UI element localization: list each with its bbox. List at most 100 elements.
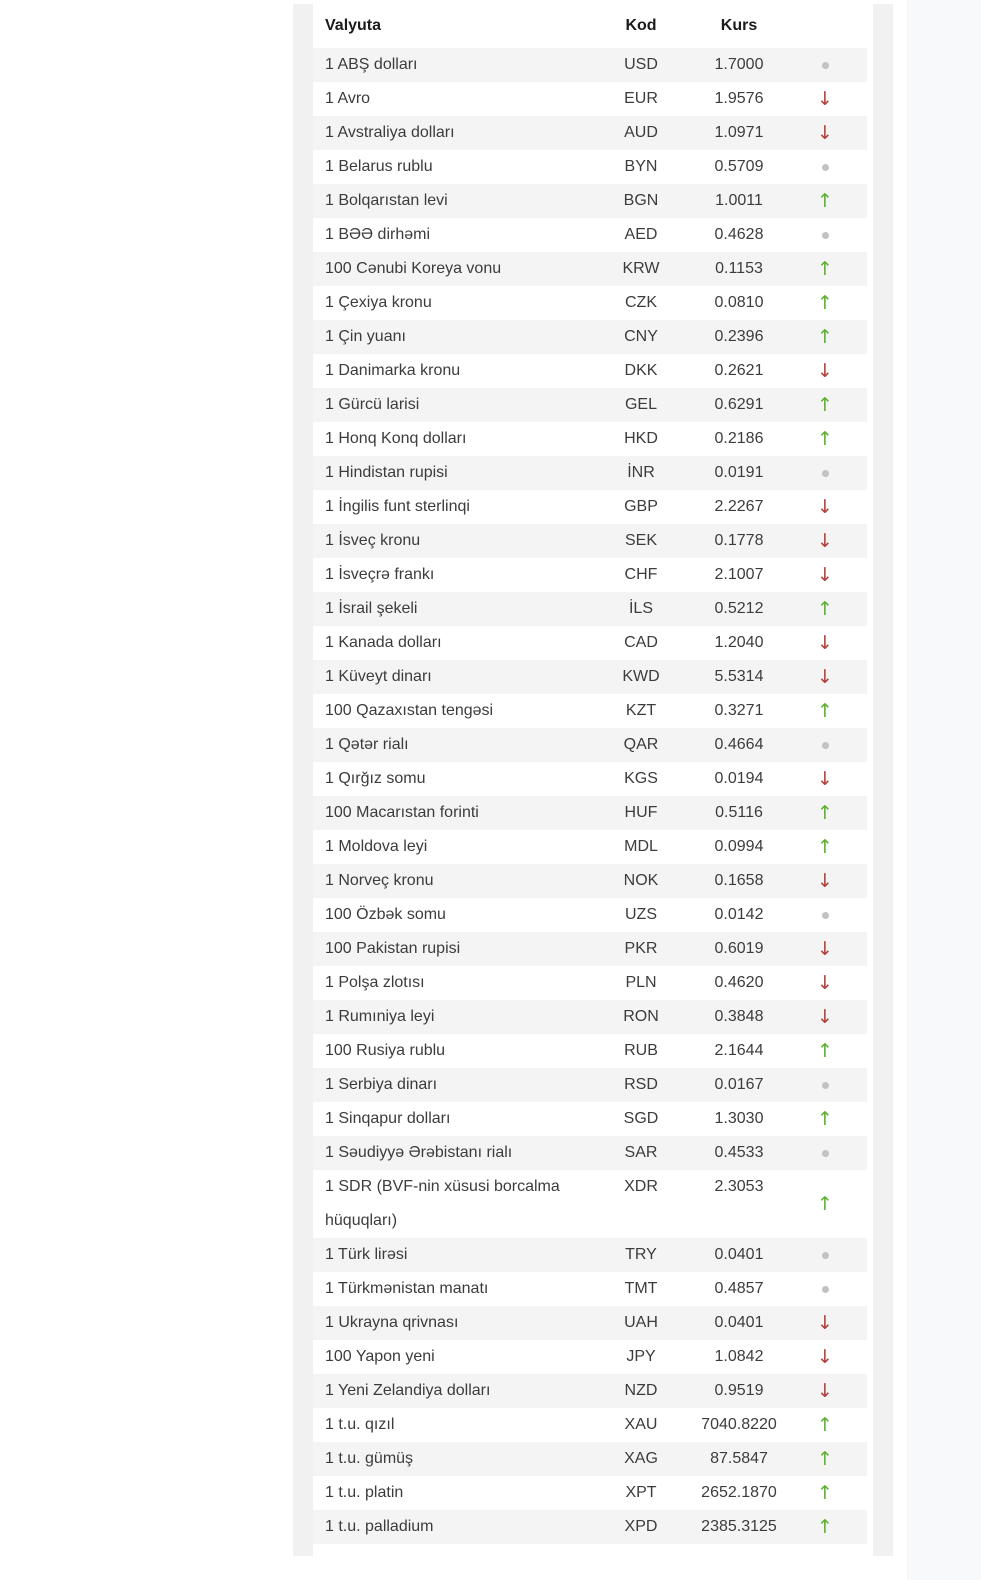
trend-flat-icon: [821, 61, 829, 69]
table-row: 100 Macarıstan forinti HUF 0.5116 ↑: [313, 796, 867, 830]
table-row: 1 Səudiyyə Ərəbistanı rialı SAR 0.4533: [313, 1136, 867, 1170]
table-row: 1 Ukrayna qrivnası UAH 0.0401 ↓: [313, 1306, 867, 1340]
trend-cell: ↑: [797, 422, 853, 456]
trend-up-icon: ↑: [817, 427, 833, 450]
currency-rate: 87.5847: [710, 1450, 768, 1467]
currency-rate: 5.5314: [714, 668, 764, 685]
trend-cell: ↑: [797, 184, 853, 218]
trend-up-icon: ↑: [817, 291, 833, 314]
trend-down-icon: ↓: [817, 937, 833, 960]
trend-flat-icon: [821, 741, 829, 749]
currency-name: 1 Çin yuanı: [325, 328, 406, 345]
table-row: 1 Çexiya kronu CZK 0.0810 ↑: [313, 286, 867, 320]
table-row: 1 İsveçrə frankı CHF 2.1007 ↓: [313, 558, 867, 592]
table-row: 100 Özbək somu UZS 0.0142: [313, 898, 867, 932]
trend-cell: ↑: [797, 320, 853, 354]
trend-down-icon: ↓: [817, 121, 833, 144]
currency-code: SGD: [623, 1110, 659, 1127]
currency-rate: 2.2267: [714, 498, 764, 515]
currency-code: TMT: [624, 1280, 658, 1297]
trend-flat-icon: [821, 231, 829, 239]
table-row: 1 ABŞ dolları USD 1.7000: [313, 48, 867, 82]
currency-rate: 0.0994: [714, 838, 764, 855]
trend-cell: ↑: [797, 592, 853, 626]
trend-cell: ↑: [797, 1034, 853, 1068]
currency-name: 1 Türkmənistan manatı: [325, 1280, 489, 1297]
table-row: 1 Avstraliya dolları AUD 1.0971 ↓: [313, 116, 867, 150]
currency-name: 100 Cənubi Koreya vonu: [325, 260, 502, 277]
trend-cell: ↓: [797, 354, 853, 388]
currency-code: CNY: [624, 328, 658, 345]
trend-cell: ↓: [797, 966, 853, 1000]
currency-name: 1 Qırğız somu: [325, 770, 426, 787]
table-row: 100 Qazaxıstan tengəsi KZT 0.3271 ↑: [313, 694, 867, 728]
currency-rate: 0.4628: [714, 226, 764, 243]
currency-code: RSD: [624, 1076, 658, 1093]
trend-down-icon: ↓: [817, 359, 833, 382]
currency-name: 1 İsveçrə frankı: [325, 566, 435, 583]
trend-cell: ↑: [797, 694, 853, 728]
column-header-trend: [797, 4, 853, 48]
right-background-panel: [907, 0, 981, 1580]
currency-name: 1 ABŞ dolları: [325, 56, 418, 73]
trend-cell: [797, 1068, 853, 1102]
currency-rate: 0.1658: [714, 872, 764, 889]
table-row: 1 Hindistan rupisi İNR 0.0191: [313, 456, 867, 490]
table-row: 1 SDR (BVF-nin xüsusi borcalma hüquqları…: [313, 1170, 867, 1238]
currency-code: UZS: [625, 906, 657, 923]
currency-name: 100 Pakistan rupisi: [325, 940, 461, 957]
currency-name: 1 t.u. platin: [325, 1484, 404, 1501]
currency-rate: 0.6019: [714, 940, 764, 957]
currency-name: 1 Moldova leyi: [325, 838, 428, 855]
trend-cell: ↑: [797, 1442, 853, 1476]
currency-name: 1 Küveyt dinarı: [325, 668, 432, 685]
table-row: 1 Küveyt dinarı KWD 5.5314 ↓: [313, 660, 867, 694]
table-row: 1 Qırğız somu KGS 0.0194 ↓: [313, 762, 867, 796]
currency-name: 1 Danimarka kronu: [325, 362, 461, 379]
table-row: 1 Qətər rialı QAR 0.4664: [313, 728, 867, 762]
trend-flat-icon: [821, 911, 829, 919]
trend-down-icon: ↓: [817, 1345, 833, 1368]
table-row: 1 Rumıniya leyi RON 0.3848 ↓: [313, 1000, 867, 1034]
currency-code: AUD: [624, 124, 658, 141]
currency-code: HKD: [624, 430, 658, 447]
table-row: 1 t.u. platin XPT 2652.1870 ↑: [313, 1476, 867, 1510]
table-row: 1 Polşa zlotısı PLN 0.4620 ↓: [313, 966, 867, 1000]
currency-name: 1 Avstraliya dolları: [325, 124, 455, 141]
trend-down-icon: ↓: [817, 767, 833, 790]
currency-name: 1 Çexiya kronu: [325, 294, 432, 311]
currency-rate: 2.1644: [714, 1042, 764, 1059]
table-row: 1 Türk lirəsi TRY 0.0401: [313, 1238, 867, 1272]
currency-code: BGN: [623, 192, 659, 209]
currency-rate: 0.4664: [714, 736, 764, 753]
currency-name: 1 İsrail şekeli: [325, 600, 418, 617]
trend-cell: ↓: [797, 116, 853, 150]
column-header-code: Kod: [625, 17, 657, 34]
currency-code: EUR: [624, 90, 658, 107]
currency-name: 1 SDR (BVF-nin xüsusi borcalma hüquqları…: [325, 1178, 560, 1229]
trend-down-icon: ↓: [817, 529, 833, 552]
currency-name: 1 Honq Konq dolları: [325, 430, 467, 447]
trend-down-icon: ↓: [817, 1311, 833, 1334]
currency-rate: 0.0401: [714, 1246, 764, 1263]
trend-flat-icon: [821, 1081, 829, 1089]
currency-rate: 0.4620: [714, 974, 764, 991]
trend-cell: ↑: [797, 1408, 853, 1442]
table-row: 1 Bolqarıstan levi BGN 1.0011 ↑: [313, 184, 867, 218]
currency-code: İLS: [628, 600, 653, 617]
currency-rate: 1.7000: [714, 56, 764, 73]
currency-rate: 0.3848: [714, 1008, 764, 1025]
currency-name: 1 t.u. qızıl: [325, 1416, 395, 1433]
table-row: 1 t.u. palladium XPD 2385.3125 ↑: [313, 1510, 867, 1544]
trend-flat-icon: [821, 163, 829, 171]
table-row: 1 Norveç kronu NOK 0.1658 ↓: [313, 864, 867, 898]
currency-name: 1 İngilis funt sterlinqi: [325, 498, 470, 515]
trend-up-icon: ↑: [817, 835, 833, 858]
currency-code: UAH: [624, 1314, 658, 1331]
currency-code: CAD: [624, 634, 658, 651]
trend-up-icon: ↑: [817, 1107, 833, 1130]
table-row: 100 Yapon yeni JPY 1.0842 ↓: [313, 1340, 867, 1374]
currency-code: KRW: [622, 260, 660, 277]
currency-name: 100 Rusiya rublu: [325, 1042, 446, 1059]
currency-name: 1 İsveç kronu: [325, 532, 421, 549]
